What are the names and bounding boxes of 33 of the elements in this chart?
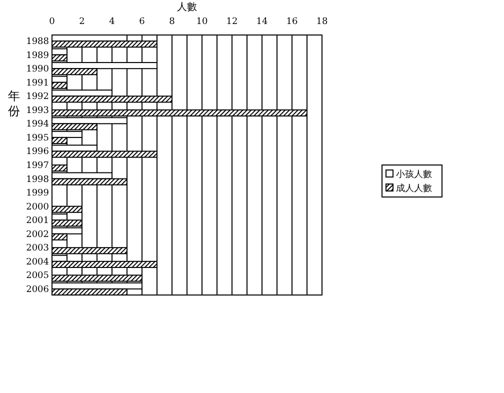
x-tick-label: 14 — [256, 17, 268, 27]
x-tick-label: 0 — [49, 17, 56, 27]
x-axis-title: 人數 — [177, 1, 197, 13]
y-tick-label: 2002 — [26, 230, 49, 240]
x-tick-label: 4 — [109, 17, 116, 27]
x-tick-label: 6 — [139, 17, 146, 27]
y-tick-label: 2006 — [26, 284, 50, 295]
y-tick-label: 2005 — [26, 271, 50, 282]
y-tick-label: 1996 — [26, 147, 50, 158]
y-tick-label: 1990 — [26, 64, 50, 75]
y-tick-label: 1999 — [26, 188, 50, 199]
x-tick-label: 16 — [286, 17, 298, 27]
y-tick-label: 1993 — [26, 106, 50, 116]
y-tick-label: 2000 — [26, 202, 50, 212]
x-tick-label: 12 — [226, 17, 238, 27]
y-tick-label: 1998 — [26, 174, 50, 185]
y-tick-label: 1991 — [26, 78, 49, 88]
x-tick-label: 18 — [316, 17, 328, 27]
x-tick-label: 10 — [196, 17, 208, 27]
y-tick-label: 1992 — [26, 92, 49, 102]
y-tick-label: 1997 — [26, 161, 50, 171]
x-tick-label: 2 — [79, 17, 85, 27]
y-axis-title: 年份 — [8, 89, 20, 118]
y-tick-label: 1994 — [26, 120, 50, 130]
y-tick-label: 2003 — [26, 244, 50, 254]
y-tick-label: 1989 — [26, 50, 50, 61]
legend-label: 成人人數 — [396, 183, 432, 194]
y-tick-label: 2004 — [26, 257, 50, 268]
y-tick-label: 1995 — [26, 133, 50, 144]
x-tick-label: 8 — [169, 17, 176, 27]
y-tick-label: 1988 — [26, 37, 50, 48]
y-tick-label: 2001 — [26, 216, 49, 226]
legend-label: 小孩人數 — [396, 169, 432, 180]
